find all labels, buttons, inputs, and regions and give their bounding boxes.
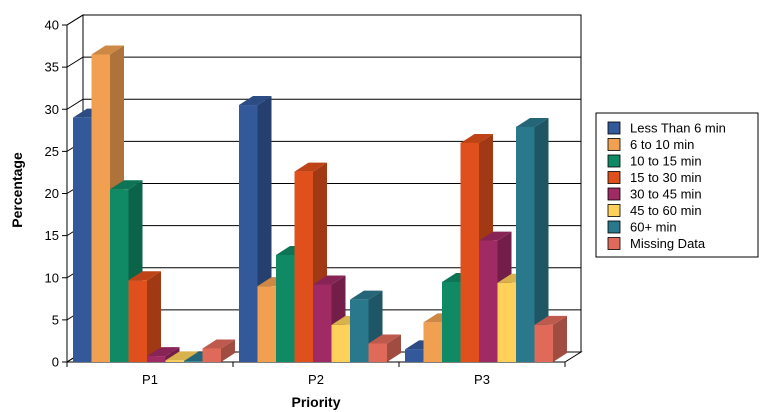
bar-front [239, 105, 258, 362]
legend-label: 6 to 10 min [630, 137, 694, 152]
legend-swatch [607, 171, 621, 184]
bar-front [423, 322, 442, 362]
legend-swatch [607, 237, 621, 250]
y-tick-label: 30 [45, 102, 59, 117]
bar-front [368, 343, 387, 362]
bar-top [202, 339, 235, 349]
legend-swatch [607, 220, 621, 234]
y-tick-label: 15 [45, 228, 59, 243]
x-axis-title: Priority [291, 394, 340, 410]
bar-top [460, 133, 493, 143]
bar-top [110, 180, 143, 190]
legend-swatch [607, 187, 621, 201]
legend-item: 60+ min [607, 220, 677, 235]
bar-side [534, 117, 549, 362]
bar-front [479, 240, 498, 362]
y-tick-label: 5 [52, 312, 59, 327]
legend-item: 30 to 45 min [607, 187, 702, 202]
bar-top [534, 315, 567, 325]
bar-side [387, 334, 401, 362]
y-tick-label: 35 [45, 60, 59, 75]
bar-top [294, 162, 327, 172]
bar-top [479, 231, 512, 241]
legend-swatch [607, 138, 621, 151]
legend-label: Missing Data [630, 236, 706, 251]
bar-side [553, 315, 567, 362]
legend-label: 60+ min [630, 220, 677, 235]
x-tick-label: P1 [142, 372, 158, 387]
gridline [66, 14, 581, 26]
legend-item: Missing Data [607, 236, 706, 251]
legend-label: 15 to 30 min [630, 170, 702, 185]
bar-top [147, 347, 180, 357]
legend-item: 45 to 60 min [607, 203, 702, 218]
bar-front [73, 117, 92, 362]
legend-swatch [607, 154, 621, 168]
bar-top [239, 96, 272, 106]
y-tick-label: 20 [45, 186, 59, 201]
bar-front [331, 324, 350, 362]
legend-label: 30 to 45 min [630, 187, 702, 202]
gridline [66, 56, 581, 68]
bar-front [257, 286, 276, 362]
legend-item: 6 to 10 min [607, 137, 694, 152]
bar-front [165, 360, 184, 362]
bar-top [516, 117, 549, 127]
x-tick-label: P3 [474, 372, 490, 387]
legend-box [595, 112, 759, 258]
legend-swatch [607, 121, 621, 135]
bar-front [516, 126, 535, 362]
y-tick-label: 10 [45, 270, 59, 285]
legend-item: 10 to 15 min [607, 154, 702, 169]
bar-top [368, 334, 401, 344]
bar-front [534, 324, 553, 362]
x-tick-label: P2 [308, 372, 324, 387]
bar-top [350, 290, 383, 300]
bar-front [405, 349, 424, 362]
legend-item: 15 to 30 min [607, 170, 702, 185]
bar [534, 315, 567, 362]
bar [368, 334, 401, 362]
bar-front [497, 282, 516, 362]
bar-top [313, 275, 346, 285]
y-tick-label: 0 [52, 355, 59, 370]
bar-side [221, 339, 235, 362]
bar [202, 339, 235, 362]
bar-top [165, 351, 198, 361]
bar [516, 117, 549, 362]
x-tick-labels: P1 P2 P3 [142, 372, 490, 387]
legend-label: Less Than 6 min [630, 121, 726, 136]
bar-front [313, 284, 332, 362]
legend-label: 45 to 60 min [630, 203, 702, 218]
bar-front [128, 280, 147, 362]
y-tick-label: 25 [45, 144, 59, 159]
bar-side [147, 271, 161, 362]
bar-front [147, 356, 166, 362]
bar-top [91, 45, 124, 55]
bar-front [184, 361, 203, 362]
bar-front [294, 171, 313, 362]
y-tick-labels: 0 5 10 15 20 25 30 35 40 [45, 18, 59, 370]
bar-front [91, 54, 110, 363]
y-axis-title: Percentage [9, 152, 25, 228]
legend-item: Less Than 6 min [607, 121, 726, 136]
chart-bars [73, 45, 567, 363]
bar-front [276, 255, 295, 362]
y-tick-label: 40 [45, 18, 59, 33]
bar-top [128, 271, 161, 281]
gridline [66, 98, 581, 110]
legend-label: 10 to 15 min [630, 154, 702, 169]
bar-front [110, 189, 129, 362]
bar [128, 271, 161, 362]
bar-front [460, 142, 479, 362]
bar-front [442, 281, 461, 362]
legend-swatch [607, 204, 621, 217]
bar-front [202, 348, 221, 362]
bar-front [350, 299, 369, 362]
